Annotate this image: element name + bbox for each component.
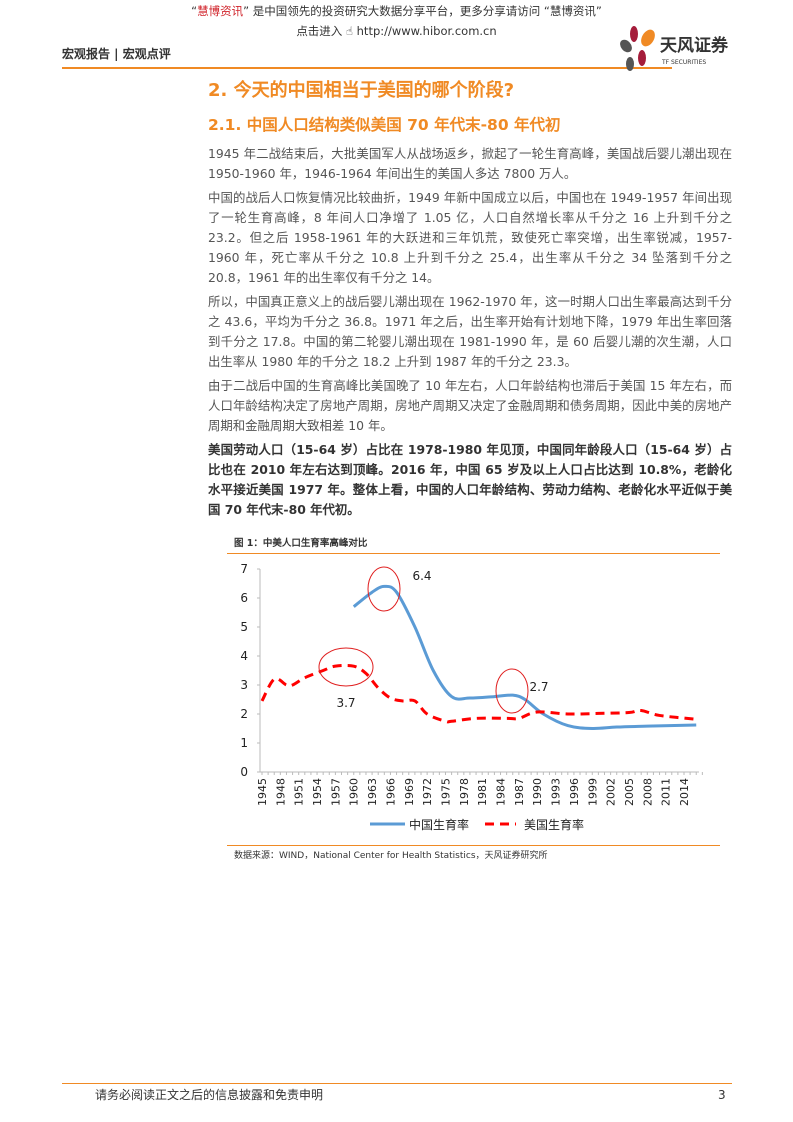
data-label: 6.4 <box>412 569 431 583</box>
x-tick-label: 1963 <box>366 778 379 806</box>
legend-china-label: 中国生育率 <box>409 817 469 832</box>
us-fertility-line <box>260 663 697 724</box>
figure-caption: 图 1：中美人口生育率高峰对比 <box>234 538 368 549</box>
quote: “ <box>191 4 198 18</box>
y-tick-label: 1 <box>240 736 248 750</box>
x-tick-label: 1990 <box>531 778 544 806</box>
x-tick-label: 1996 <box>568 778 581 806</box>
x-tick-label: 2014 <box>678 778 691 806</box>
x-tick-label: 2011 <box>660 778 673 806</box>
x-tick-label: 1975 <box>439 778 452 806</box>
x-tick-label: 1948 <box>274 778 287 806</box>
y-tick-label: 6 <box>240 591 248 605</box>
x-tick-label: 1966 <box>384 778 397 806</box>
highlight-circle <box>367 566 401 612</box>
promo-url[interactable]: http://www.hibor.com.cn <box>356 24 497 38</box>
fertility-chart: 0 1 2 3 4 5 6 7 1945 1948 1951 1954 1957 1960 1963 1966… <box>240 562 703 832</box>
y-tick-label: 7 <box>240 562 248 576</box>
footer-divider <box>62 1083 732 1084</box>
promo-prefix: 点击进入 <box>296 24 343 38</box>
x-tick-label: 1993 <box>550 778 563 806</box>
x-tick-label: 1945 <box>256 778 269 806</box>
x-tick-label: 1969 <box>403 778 416 806</box>
logo-text: 天风证券 <box>660 36 728 56</box>
x-tick-label: 1999 <box>586 778 599 806</box>
figure-source: 数据来源：WIND，National Center for Health Sta… <box>234 851 548 861</box>
y-tick-label: 3 <box>240 678 248 692</box>
x-tick-label: 1987 <box>513 778 526 806</box>
data-label: 2.7 <box>529 680 548 694</box>
paragraph: 1945 年二战结束后，大批美国军人从战场返乡，掀起了一轮生育高峰，美国战后婴儿… <box>208 146 732 181</box>
x-tick-label: 1981 <box>476 778 489 806</box>
data-label: 3.7 <box>336 696 355 710</box>
x-tick-label: 2008 <box>641 778 654 806</box>
y-tick-label: 2 <box>240 707 248 721</box>
key-paragraph: 美国劳动人口（15-64 岁）占比在 1978-1980 年见顶，中国同年龄段人… <box>208 442 732 517</box>
hand-pointer-icon: ☝ <box>345 24 353 38</box>
x-tick-label: 1954 <box>311 778 324 806</box>
logo-subtext: TF SECURITIES <box>662 59 707 66</box>
y-tick-label: 4 <box>240 649 248 663</box>
x-tick-label: 2005 <box>623 778 636 806</box>
page-number: 3 <box>718 1088 726 1102</box>
highlight-circle <box>318 647 374 687</box>
paragraph: 由于二战后中国的生育高峰比美国晚了 10 年左右，人口年龄结构也滞后于美国 15… <box>208 378 732 433</box>
report-section: 宏观报告 | 宏观点评 <box>62 47 171 61</box>
source-divider <box>227 845 720 846</box>
header-divider <box>62 67 672 69</box>
x-tick-label: 1972 <box>421 778 434 806</box>
paragraph: 中国的战后人口恢复情况比较曲折，1949 年新中国成立以后，中国也在 1949-… <box>208 190 732 285</box>
highlight-circle <box>495 668 529 714</box>
x-tick-label: 1951 <box>293 778 306 806</box>
y-tick-label: 0 <box>240 765 248 779</box>
tf-logo-icon <box>620 26 655 71</box>
paragraph: 所以，中国真正意义上的战后婴儿潮出现在 1962-1970 年，这一时期人口出生… <box>208 294 732 369</box>
promo-link-line[interactable]: 点击进入 ☝ http://www.hibor.com.cn <box>0 24 793 39</box>
x-tick-label: 1960 <box>348 778 361 806</box>
x-tick-label: 1984 <box>495 778 508 806</box>
promo-brand[interactable]: 慧博资讯 <box>197 4 244 18</box>
y-tick-label: 5 <box>240 620 248 634</box>
promo-text: ” 是中国领先的投资研究大数据分享平台，更多分享请访问 “慧博资讯” <box>243 4 602 18</box>
promo-banner: “慧博资讯” 是中国领先的投资研究大数据分享平台，更多分享请访问 “慧博资讯” <box>0 4 793 19</box>
china-fertility-line <box>352 584 697 731</box>
heading-2: 2.1. 中国人口结构类似美国 70 年代末-80 年代初 <box>208 116 561 134</box>
body-text: 1945 年二战结束后，大批美国军人从战场返乡，掀起了一轮生育高峰，美国战后婴儿… <box>208 144 732 524</box>
heading-1: 2. 今天的中国相当于美国的哪个阶段? <box>208 80 515 101</box>
x-tick-label: 1957 <box>329 778 342 806</box>
caption-divider <box>227 553 720 554</box>
x-tick-label: 1978 <box>458 778 471 806</box>
legend-us-label: 美国生育率 <box>524 817 584 832</box>
disclaimer: 请务必阅读正文之后的信息披露和免责申明 <box>95 1088 324 1102</box>
x-tick-label: 2002 <box>605 778 618 806</box>
